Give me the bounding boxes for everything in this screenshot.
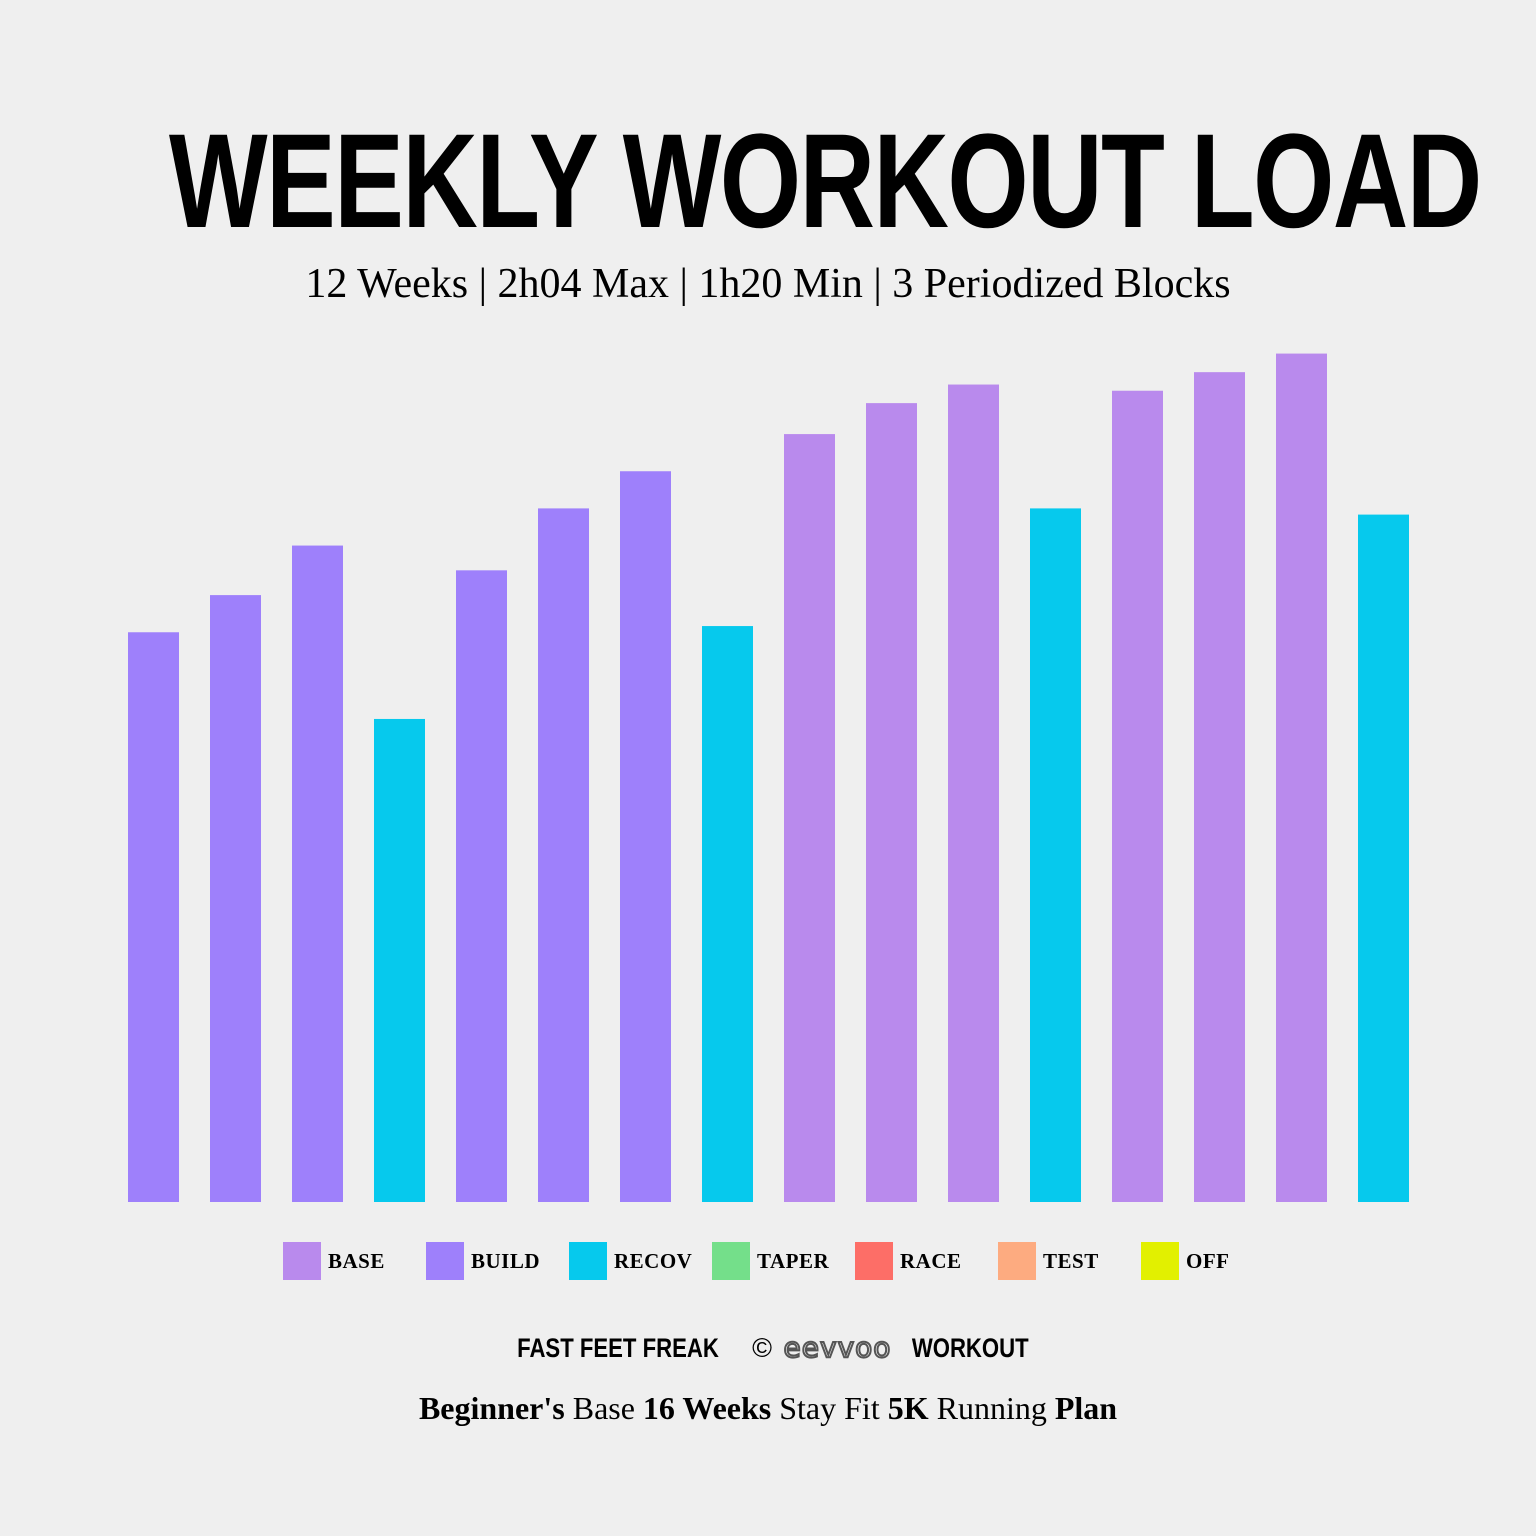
bar-week-15 [1276, 353, 1327, 1202]
bar-week-16 [1358, 514, 1409, 1202]
plan-word-plan: Plan [1054, 1390, 1118, 1426]
bar-week-13 [1112, 390, 1163, 1202]
plan-word-distance: 5K [887, 1390, 929, 1426]
legend-swatch-test [998, 1242, 1036, 1280]
legend-item-off: OFF [1141, 1242, 1284, 1280]
credit-line: FAST FEET FREAK © eevvoo WORKOUT [0, 1330, 1536, 1366]
legend-swatch-base [283, 1242, 321, 1280]
plan-word-sport: Running [936, 1390, 1047, 1426]
legend-swatch-recov [569, 1242, 607, 1280]
legend-label-recov: RECOV [614, 1248, 693, 1273]
bar-week-12 [1030, 508, 1081, 1202]
eevvoo-logo: eevvoo [783, 1330, 892, 1365]
legend: BASE BUILD RECOV TAPER RACE TEST OFF [283, 1242, 1284, 1280]
plan-word-level: Beginner's [418, 1390, 565, 1426]
legend-swatch-build [426, 1242, 464, 1280]
legend-item-race: RACE [855, 1242, 998, 1280]
legend-label-build: BUILD [471, 1248, 541, 1273]
copyright-symbol: © [752, 1333, 773, 1363]
bar-week-3 [292, 545, 343, 1202]
legend-label-base: BASE [328, 1248, 385, 1273]
bar-week-4 [374, 718, 425, 1202]
legend-label-off: OFF [1186, 1248, 1230, 1273]
plan-word-goal: Stay Fit [779, 1390, 880, 1426]
bar-week-6 [538, 508, 589, 1202]
legend-swatch-taper [712, 1242, 750, 1280]
legend-swatch-race [855, 1242, 893, 1280]
legend-item-build: BUILD [426, 1242, 569, 1280]
bar-week-14 [1194, 372, 1245, 1203]
credit-brand: FAST FEET FREAK [516, 1333, 719, 1363]
legend-swatch-off [1141, 1242, 1179, 1280]
legend-label-test: TEST [1043, 1248, 1099, 1273]
plan-name: Beginner's Base 16 Weeks Stay Fit 5K Run… [0, 1388, 1536, 1428]
bar-week-8 [702, 626, 753, 1202]
bar-week-5 [456, 570, 507, 1202]
bar-week-1 [128, 632, 179, 1202]
bar-week-9 [784, 434, 835, 1203]
plan-word-duration: 16 Weeks [642, 1390, 772, 1426]
bar-week-11 [948, 384, 999, 1202]
chart-subtitle: 12 Weeks | 2h04 Max | 1h20 Min | 3 Perio… [305, 261, 1231, 307]
legend-label-race: RACE [900, 1248, 962, 1273]
plan-word-type: Base [572, 1390, 635, 1426]
bar-week-7 [620, 471, 671, 1202]
legend-item-recov: RECOV [569, 1242, 712, 1280]
credit-suffix: WORKOUT [911, 1333, 1029, 1363]
legend-item-test: TEST [998, 1242, 1141, 1280]
legend-item-base: BASE [283, 1242, 426, 1280]
bar-week-2 [210, 595, 261, 1202]
bar-week-10 [866, 403, 917, 1202]
legend-item-taper: TAPER [712, 1242, 855, 1280]
legend-label-taper: TAPER [757, 1248, 830, 1273]
chart-title: WEEKLY WORKOUT LOAD [168, 107, 1482, 256]
